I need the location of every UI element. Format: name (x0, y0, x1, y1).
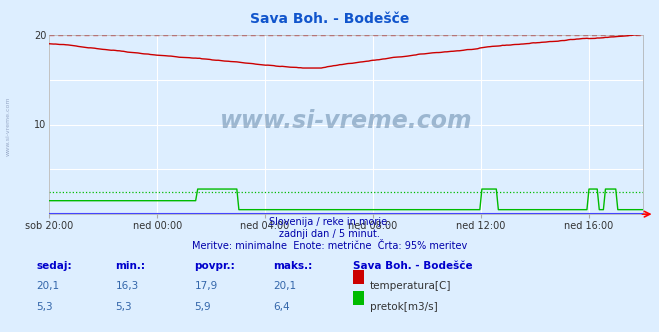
Text: www.si-vreme.com: www.si-vreme.com (219, 109, 473, 133)
Text: temperatura[C]: temperatura[C] (370, 281, 451, 290)
Text: 5,3: 5,3 (36, 302, 53, 312)
Text: 17,9: 17,9 (194, 281, 217, 290)
Text: Slovenija / reke in morje.: Slovenija / reke in morje. (269, 217, 390, 227)
Text: sedaj:: sedaj: (36, 261, 72, 271)
Text: zadnji dan / 5 minut.: zadnji dan / 5 minut. (279, 229, 380, 239)
Text: povpr.:: povpr.: (194, 261, 235, 271)
Text: maks.:: maks.: (273, 261, 313, 271)
Text: 20,1: 20,1 (273, 281, 297, 290)
Text: 5,9: 5,9 (194, 302, 211, 312)
Text: Sava Boh. - Bodešče: Sava Boh. - Bodešče (353, 261, 473, 271)
Text: 20,1: 20,1 (36, 281, 59, 290)
Text: 16,3: 16,3 (115, 281, 138, 290)
Text: Meritve: minimalne  Enote: metrične  Črta: 95% meritev: Meritve: minimalne Enote: metrične Črta:… (192, 241, 467, 251)
Text: pretok[m3/s]: pretok[m3/s] (370, 302, 438, 312)
Text: www.si-vreme.com: www.si-vreme.com (5, 96, 11, 156)
Text: Sava Boh. - Bodešče: Sava Boh. - Bodešče (250, 12, 409, 26)
Text: 5,3: 5,3 (115, 302, 132, 312)
Text: min.:: min.: (115, 261, 146, 271)
Text: 6,4: 6,4 (273, 302, 290, 312)
